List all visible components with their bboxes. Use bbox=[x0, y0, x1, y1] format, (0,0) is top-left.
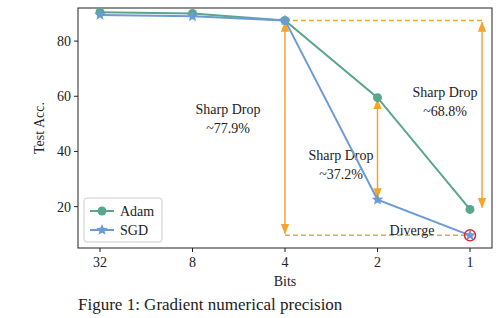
x-tick-label: 2 bbox=[374, 255, 381, 270]
marker-star bbox=[187, 10, 198, 21]
marker-star bbox=[279, 14, 290, 25]
annotation-text: Diverge bbox=[390, 223, 435, 238]
annotation-text: ~37.2% bbox=[319, 167, 363, 182]
x-tick bbox=[470, 248, 471, 252]
x-tick bbox=[377, 248, 378, 252]
annotation-text: Sharp Drop bbox=[413, 85, 478, 100]
drop-arrow bbox=[377, 100, 379, 198]
dashed-ref bbox=[285, 20, 482, 22]
legend-marker bbox=[98, 207, 107, 216]
legend-box bbox=[84, 198, 162, 242]
chart: 20 40 60 80 32 8 4 2 1 Bits Test Acc. Figure 1: Gra… bbox=[0, 0, 498, 318]
plot-frame bbox=[78, 8, 492, 248]
x-tick-label: 32 bbox=[93, 255, 107, 270]
series-line bbox=[100, 12, 470, 209]
series-group bbox=[94, 8, 475, 240]
legend-label: SGD bbox=[120, 223, 148, 238]
marker-star bbox=[372, 194, 383, 205]
y-tick bbox=[74, 206, 78, 207]
x-tick-label: 8 bbox=[189, 255, 196, 270]
legend-marker bbox=[96, 224, 107, 235]
annotation-text: Sharp Drop bbox=[309, 148, 374, 163]
annotation-text: ~68.8% bbox=[423, 104, 467, 119]
x-tick-label: 4 bbox=[282, 255, 289, 270]
marker-circle bbox=[466, 205, 475, 214]
x-tick bbox=[192, 248, 193, 252]
legend: Adam SGD bbox=[84, 198, 162, 242]
x-tick-label: 1 bbox=[467, 255, 474, 270]
annotation-text: ~77.9% bbox=[206, 121, 250, 136]
x-tick bbox=[285, 248, 286, 252]
y-tick-label: 80 bbox=[57, 34, 71, 49]
y-tick bbox=[74, 151, 78, 152]
diverge-highlight bbox=[465, 230, 476, 241]
marker-star bbox=[464, 229, 475, 240]
y-tick-label: 60 bbox=[57, 89, 71, 104]
marker-circle bbox=[373, 93, 382, 102]
marker-star bbox=[94, 9, 105, 20]
y-tick-label: 40 bbox=[57, 144, 71, 159]
y-axis-label: Test Acc. bbox=[32, 102, 47, 154]
caption: Figure 1: Gradient numerical precision bbox=[78, 295, 343, 314]
x-tick bbox=[100, 248, 101, 252]
dashed-ref bbox=[285, 235, 470, 237]
x-axis-label: Bits bbox=[274, 274, 297, 289]
y-tick bbox=[74, 41, 78, 42]
drop-arrow bbox=[284, 22, 286, 233]
annotation-text: Sharp Drop bbox=[196, 102, 261, 117]
y-tick bbox=[74, 96, 78, 97]
legend-label: Adam bbox=[120, 204, 154, 219]
y-tick-label: 20 bbox=[57, 200, 71, 215]
drop-arrow bbox=[481, 22, 483, 207]
